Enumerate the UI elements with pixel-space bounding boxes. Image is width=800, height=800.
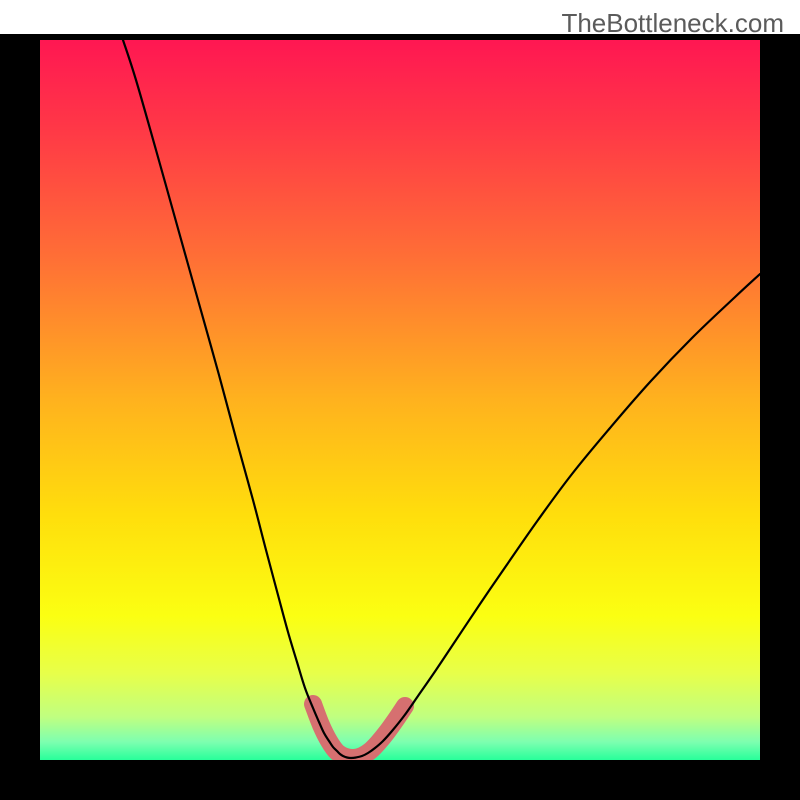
top-white-strip <box>0 0 480 34</box>
frame-bottom <box>0 760 800 800</box>
chart-svg <box>0 0 800 800</box>
frame-right <box>760 34 800 800</box>
frame-left <box>0 34 40 800</box>
watermark-text: TheBottleneck.com <box>561 8 784 39</box>
stage: TheBottleneck.com <box>0 0 800 800</box>
plot-gradient-background <box>40 40 760 760</box>
